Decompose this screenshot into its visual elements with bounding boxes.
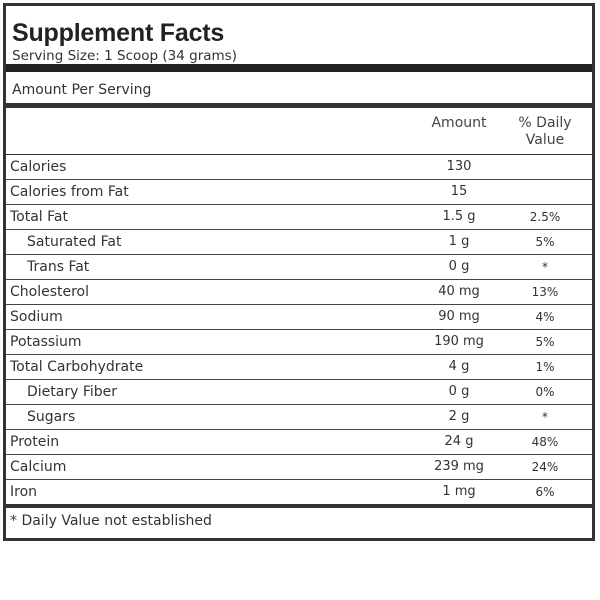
nutrient-amount: 0 g (448, 384, 470, 399)
nutrient-amount: 15 (450, 184, 468, 199)
serving-size: Serving Size: 1 Scoop (34 grams) (12, 48, 237, 64)
nutrient-name: Total Fat (10, 209, 68, 225)
table-row: Sugars 2 g * (6, 405, 592, 430)
nutrient-daily-value: 2.5% (529, 210, 561, 224)
nutrient-amount: 1 g (448, 234, 470, 249)
nutrient-name: Saturated Fat (27, 234, 122, 250)
table-row: Cholesterol 40 mg 13% (6, 280, 592, 305)
nutrient-amount: 190 mg (434, 334, 484, 349)
nutrient-table: Amount % Daily Value Calories 130 Calories… (6, 108, 592, 508)
table-row: Calories from Fat 15 (6, 180, 592, 205)
nutrient-name: Sodium (10, 309, 63, 325)
table-row: Dietary Fiber 0 g 0% (6, 380, 592, 405)
table-row: Sodium 90 mg 4% (6, 305, 592, 330)
nutrient-name: Potassium (10, 334, 82, 350)
nutrient-name: Sugars (27, 409, 76, 425)
supplement-facts-panel: Supplement Facts Serving Size: 1 Scoop (… (3, 3, 595, 541)
nutrient-name: Cholesterol (10, 284, 90, 300)
label-header: Supplement Facts Serving Size: 1 Scoop (… (6, 6, 592, 72)
nutrient-name: Protein (10, 434, 60, 450)
nutrient-amount: 90 mg (438, 309, 480, 324)
nutrient-daily-value: * (542, 260, 548, 274)
nutrient-rows: Calories 130 Calories from Fat 15 Total Fat 1… (6, 155, 592, 508)
nutrient-daily-value: 6% (535, 485, 555, 499)
nutrient-name: Dietary Fiber (27, 384, 118, 400)
nutrient-amount: 24 g (444, 434, 474, 449)
nutrient-name: Total Carbohydrate (10, 359, 144, 375)
nutrient-daily-value: 13% (531, 285, 559, 299)
table-row: Protein 24 g 48% (6, 430, 592, 455)
table-row: Trans Fat 0 g * (6, 255, 592, 280)
table-row: Calories 130 (6, 155, 592, 180)
table-row: Calcium 239 mg 24% (6, 455, 592, 480)
nutrient-amount: 40 mg (438, 284, 480, 299)
nutrient-amount: 130 (446, 159, 472, 174)
nutrient-name: Calcium (10, 459, 67, 475)
nutrient-name: Calories (10, 159, 67, 175)
table-row: Total Carbohydrate 4 g 1% (6, 355, 592, 380)
table-row: Total Fat 1.5 g 2.5% (6, 205, 592, 230)
nutrient-daily-value: * (542, 410, 548, 424)
nutrient-daily-value: 24% (531, 460, 559, 474)
column-header-amount: Amount (431, 115, 487, 131)
nutrient-daily-value: 4% (535, 310, 555, 324)
nutrient-amount: 0 g (448, 259, 470, 274)
nutrient-name: Iron (10, 484, 38, 500)
nutrient-amount: 1.5 g (442, 209, 476, 224)
nutrient-name: Calories from Fat (10, 184, 129, 200)
label-title: Supplement Facts (12, 19, 225, 47)
table-column-header: Amount % Daily Value (6, 108, 592, 155)
table-row: Iron 1 mg 6% (6, 480, 592, 508)
table-row: Saturated Fat 1 g 5% (6, 230, 592, 255)
nutrient-daily-value: 48% (531, 435, 559, 449)
nutrient-daily-value: 5% (535, 235, 555, 249)
nutrient-daily-value: 1% (535, 360, 555, 374)
amount-per-serving: Amount Per Serving (6, 72, 592, 108)
column-header-daily-value: % Daily Value (518, 115, 572, 148)
nutrient-daily-value: 0% (535, 385, 555, 399)
nutrient-amount: 2 g (448, 409, 470, 424)
nutrient-amount: 239 mg (434, 459, 484, 474)
table-row: Potassium 190 mg 5% (6, 330, 592, 355)
nutrient-daily-value: 5% (535, 335, 555, 349)
footnote: * Daily Value not established (10, 513, 212, 529)
nutrient-amount: 1 mg (442, 484, 476, 499)
nutrient-name: Trans Fat (27, 259, 90, 275)
nutrient-amount: 4 g (448, 359, 470, 374)
